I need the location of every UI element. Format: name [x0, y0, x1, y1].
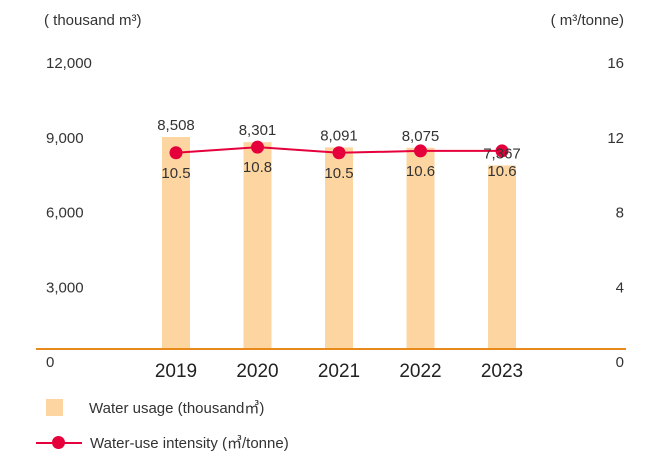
right-tick-label: 8 — [616, 205, 624, 222]
point-water-intensity — [495, 144, 509, 158]
right-tick-label: 4 — [616, 279, 624, 296]
bar-water-usage — [325, 147, 353, 349]
category-label: 2019 — [155, 361, 197, 382]
legend-line-label: Water-use intensity (㎥/tonne) — [90, 435, 289, 452]
line-value-label: 10.5 — [324, 165, 353, 182]
right-tick-label: 12 — [607, 130, 624, 147]
category-label: 2022 — [399, 361, 441, 382]
category-label: 2021 — [318, 361, 360, 382]
legend-bar-swatch — [46, 399, 63, 416]
bar-water-usage — [406, 147, 435, 349]
line-value-label: 10.5 — [161, 165, 190, 182]
line-value-label: 10.6 — [406, 163, 435, 180]
point-water-intensity — [251, 140, 264, 154]
bar-value-label: 8,508 — [157, 117, 195, 134]
bar-value-label: 8,091 — [320, 127, 358, 144]
point-water-intensity — [414, 144, 427, 158]
legend-bar-label: Water usage (thousand㎥) — [89, 400, 265, 417]
left-tick-label: 0 — [46, 354, 54, 371]
left-tick-label: 12,000 — [46, 55, 92, 72]
line-value-label: 10.6 — [487, 163, 516, 180]
category-label: 2020 — [236, 361, 278, 382]
bar-water-usage — [243, 142, 272, 349]
left-tick-label: 9,000 — [46, 130, 84, 147]
left-axis-unit: ( thousand m³) — [44, 12, 142, 29]
left-tick-label: 3,000 — [46, 279, 84, 296]
left-tick-label: 6,000 — [46, 205, 84, 222]
bar-value-label: 8,301 — [239, 122, 277, 139]
legend-water-intensity: Water-use intensity (㎥/tonne) — [36, 432, 289, 453]
legend-water-usage: Water usage (thousand㎥) — [36, 397, 264, 418]
point-water-intensity — [169, 146, 183, 160]
bar-value-label: 8,075 — [402, 128, 440, 145]
legend-line-marker — [36, 434, 82, 451]
bar-water-usage — [488, 165, 516, 349]
line-value-label: 10.8 — [243, 159, 272, 176]
right-axis-unit: ( m³/tonne) — [551, 12, 624, 29]
bar-water-usage — [162, 137, 190, 349]
right-tick-label: 16 — [607, 55, 624, 72]
bar-value-label: 7,367 — [483, 145, 521, 162]
category-label: 2023 — [481, 361, 523, 382]
point-water-intensity — [332, 146, 346, 160]
right-tick-label: 0 — [616, 354, 624, 371]
